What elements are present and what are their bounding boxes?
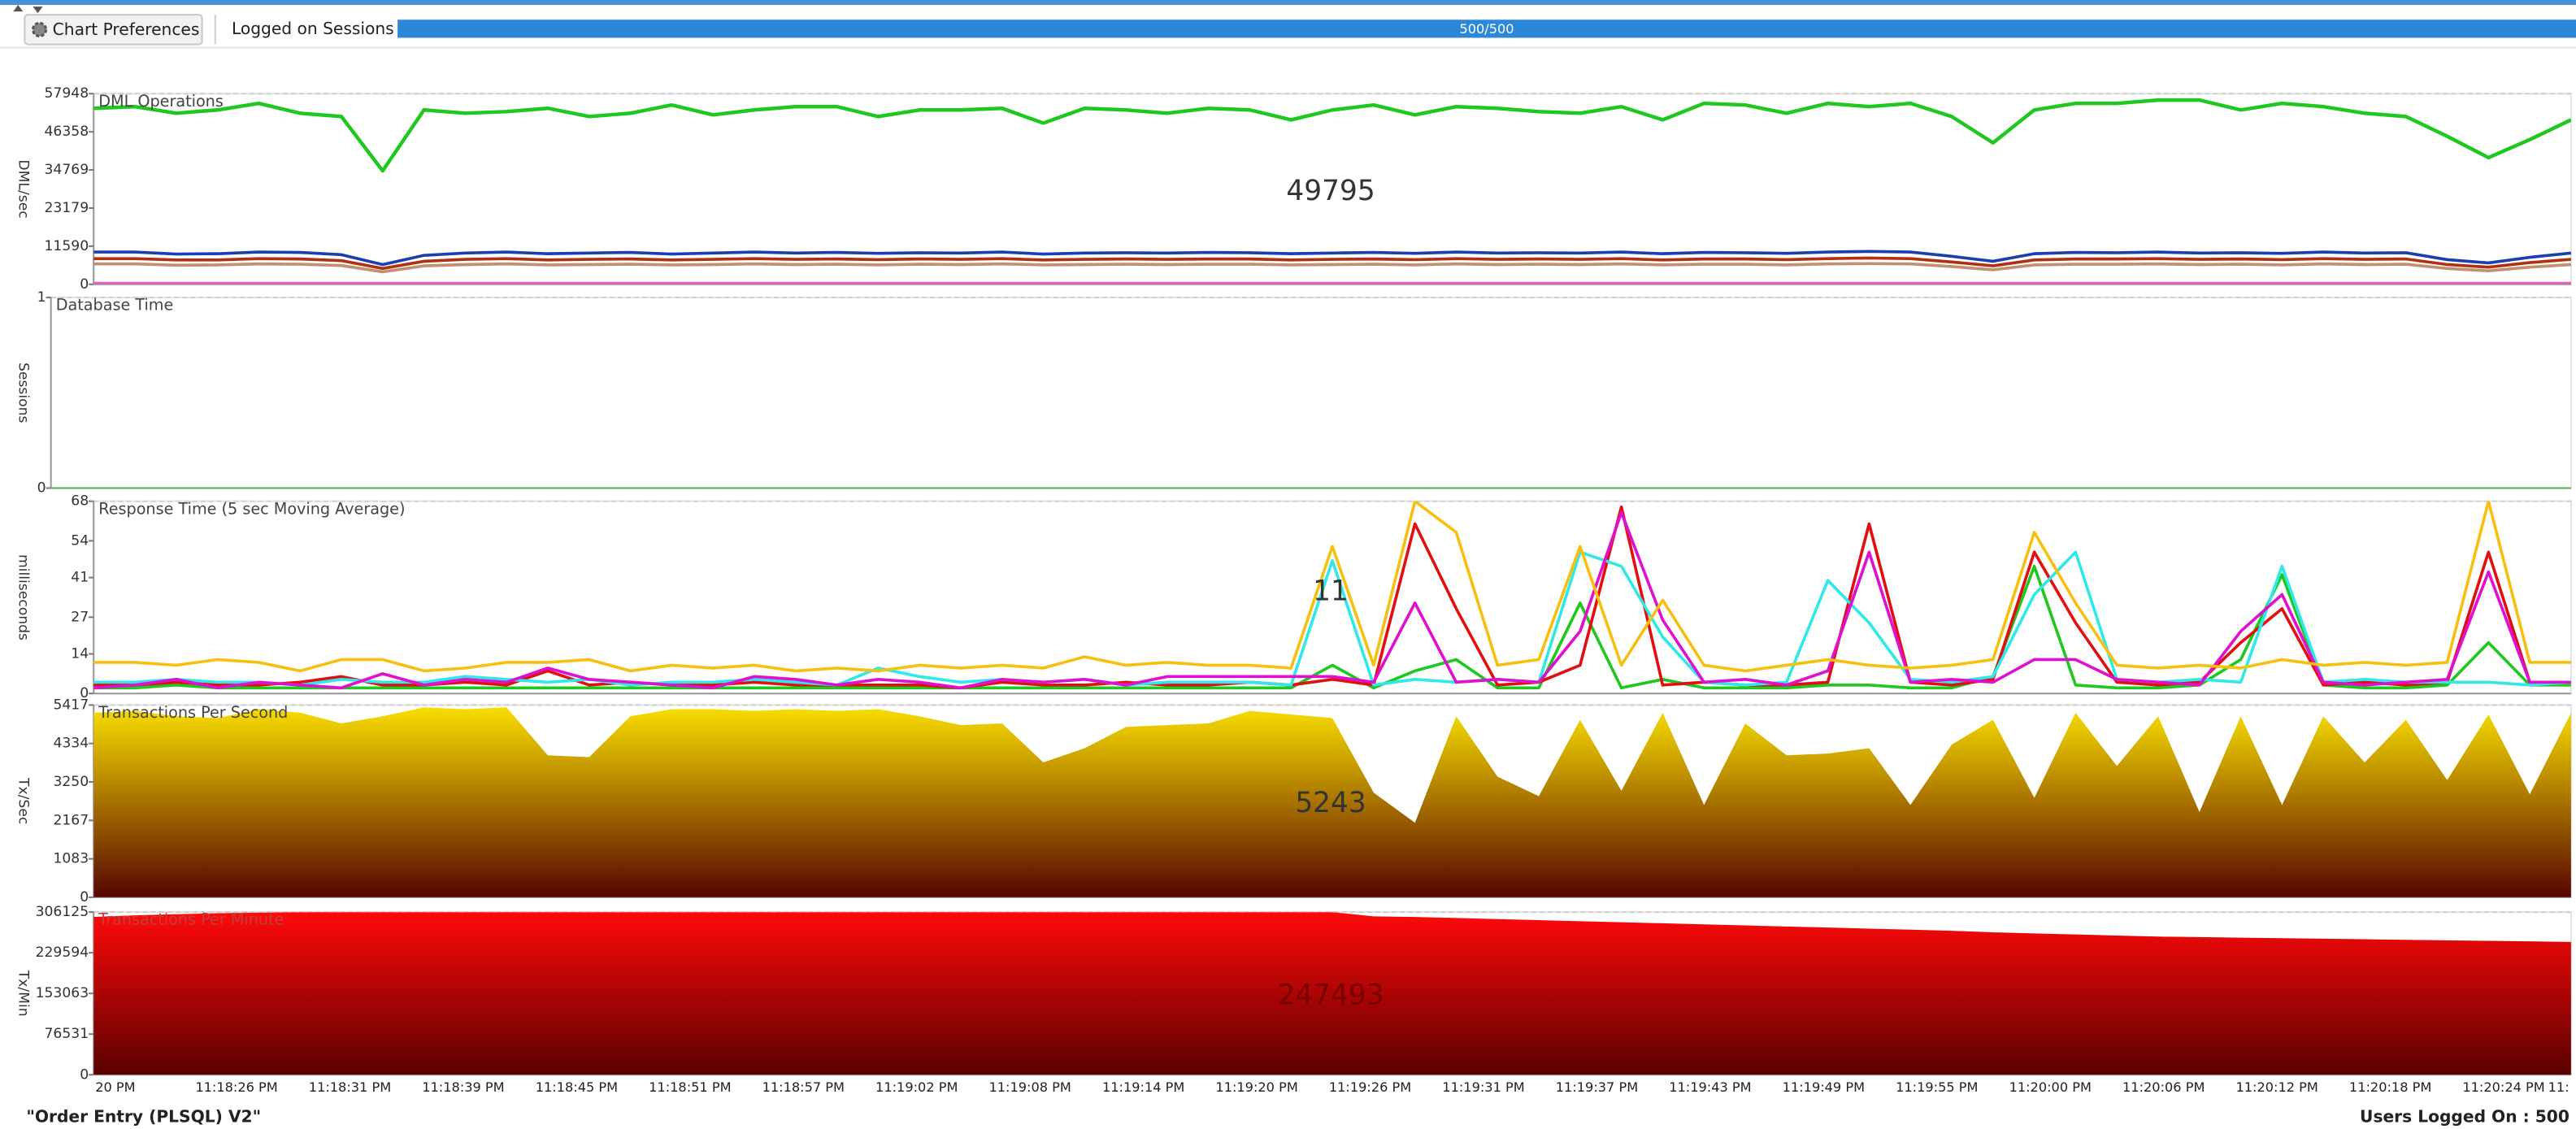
chart-panel: Tx/Sec 5417 4334 3250 2167 1083 0 Transactions …	[15, 697, 2572, 905]
y-tick-label: 3250	[53, 774, 89, 790]
y-tick-label: 1	[37, 289, 46, 306]
panel-title: DML Operations	[98, 92, 224, 111]
panel-title: Transactions Per Second	[98, 703, 288, 722]
y-tick-label: 27	[71, 609, 89, 625]
y-tick-label: 153063	[36, 985, 89, 1001]
line-series	[93, 501, 2571, 673]
y-tick-label: 0	[37, 480, 46, 496]
y-tick-label: 23179	[45, 200, 89, 216]
y-tick-label: 68	[71, 493, 89, 510]
plot-marks	[93, 912, 2571, 1075]
y-tick-label: 41	[71, 570, 89, 586]
y-tick-label: 57948	[45, 85, 89, 102]
line-series	[93, 510, 2571, 690]
time-label: 11:20:12 PM	[2235, 1079, 2318, 1095]
y-tick-label: 14	[71, 646, 89, 662]
time-label: 11:19:37 PM	[1556, 1079, 1638, 1095]
time-label: 11:19:55 PM	[1896, 1079, 1978, 1095]
footer-title: "Order Entry (PLSQL) V2"	[26, 1106, 261, 1126]
y-tick-label: 2167	[53, 812, 89, 828]
button-frame[interactable]	[24, 14, 203, 46]
y-axis-title: milliseconds	[15, 554, 31, 640]
time-label: 11:19:14 PM	[1102, 1079, 1184, 1095]
time-label: 11:20:24 PM	[2462, 1079, 2544, 1095]
time-label: 11:19:26 PM	[1329, 1079, 1411, 1095]
y-tick-label: 0	[80, 1066, 89, 1083]
line-series	[93, 250, 2571, 267]
time-label: 11:18:45 PM	[536, 1079, 618, 1095]
time-label: 11:19:49 PM	[1783, 1079, 1865, 1095]
y-axis-title: Tx/Min	[15, 970, 31, 1017]
y-tick-label: 229594	[36, 944, 89, 961]
chart-panel: Tx/Min 306125 229594 153063 76531 0 Transactio…	[15, 904, 2572, 1083]
time-label: 11:19:20 PM	[1215, 1079, 1297, 1095]
progress-text: 500/500	[1459, 21, 1514, 37]
chart-preferences-button[interactable]: Chart Preferences	[24, 14, 203, 46]
time-label: 20 PM	[95, 1079, 135, 1095]
footer-users: Users Logged On : 500	[2360, 1106, 2569, 1126]
current-value: 49795	[1286, 175, 1375, 207]
line-series	[93, 256, 2571, 271]
time-label: 11:20:00 PM	[2009, 1079, 2092, 1095]
area	[93, 707, 2571, 897]
time-label: 11:19:02 PM	[875, 1079, 958, 1095]
y-tick-label: 0	[80, 276, 89, 293]
plot-marks	[93, 501, 2571, 690]
sessions-label: Logged on Sessions	[232, 19, 394, 38]
area	[93, 912, 2571, 1075]
plot-marks	[93, 98, 2571, 284]
progress-fill	[397, 20, 2576, 38]
y-tick-label: 46358	[45, 124, 89, 140]
current-value: 5243	[1295, 787, 1366, 819]
time-label: 11:20:06 PM	[2122, 1079, 2205, 1095]
y-tick-label: 11590	[45, 238, 89, 254]
time-label: 11:20:18 PM	[2349, 1079, 2431, 1095]
y-tick-label: 5417	[53, 697, 89, 713]
time-label: 11:19:43 PM	[1669, 1079, 1751, 1095]
time-label: 11:	[2548, 1079, 2569, 1095]
window-arrows	[13, 5, 43, 14]
y-tick-label: 0	[80, 685, 89, 701]
y-axis-title: Sessions	[15, 363, 31, 423]
y-tick-label: 0	[80, 889, 89, 905]
y-tick-label: 54	[71, 532, 89, 549]
y-tick-label: 76531	[45, 1026, 89, 1042]
chart-panel: DML/sec 57948 46358 34769 23179 11590 0 DML Ope…	[15, 85, 2572, 293]
line-series	[93, 98, 2571, 173]
y-tick-label: 34769	[45, 162, 89, 178]
chart-panel: milliseconds 68 54 41 27 14 0 Response Time (5 …	[15, 493, 2572, 701]
panel-title: Database Time	[56, 296, 174, 315]
current-value: 11	[1313, 575, 1349, 607]
y-axis-title: Tx/Sec	[15, 777, 31, 824]
panel-title: Response Time (5 sec Moving Average)	[98, 499, 405, 518]
time-label: 11:18:39 PM	[422, 1079, 504, 1095]
button-label[interactable]: Chart Preferences	[53, 20, 200, 39]
plot-area	[50, 296, 2572, 489]
plot-marks	[93, 707, 2571, 897]
y-tick-label: 306125	[36, 904, 89, 920]
window-top-bar	[0, 0, 2576, 6]
line-series	[93, 262, 2571, 274]
time-label: 11:18:31 PM	[309, 1079, 391, 1095]
time-label: 11:18:51 PM	[649, 1079, 731, 1095]
y-axis-title: DML/sec	[15, 159, 31, 218]
gear-icon	[31, 21, 48, 37]
current-value: 247493	[1277, 979, 1384, 1012]
panel-title: Transactions Per Minute	[98, 910, 284, 929]
time-label: 11:18:26 PM	[195, 1079, 277, 1095]
line-series	[93, 564, 2571, 690]
y-tick-label: 4334	[53, 736, 89, 752]
progress-bar: 500/500	[397, 20, 2576, 38]
time-label: 11:19:08 PM	[989, 1079, 1071, 1095]
time-label: 11:19:31 PM	[1442, 1079, 1524, 1095]
y-tick-label: 1083	[53, 851, 89, 867]
time-label: 11:18:57 PM	[762, 1079, 845, 1095]
line-series	[93, 505, 2571, 690]
chart-panel: Sessions 1 0 Database Time	[15, 289, 2572, 496]
